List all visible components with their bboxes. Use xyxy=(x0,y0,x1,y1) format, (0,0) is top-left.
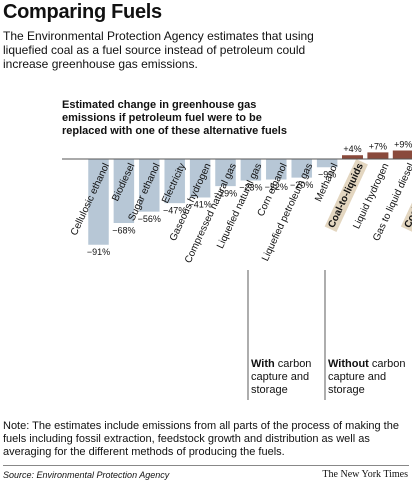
category-label-highlight xyxy=(324,159,368,233)
value-label: +9% xyxy=(394,139,412,149)
intro-text: The Environmental Protection Agency esti… xyxy=(3,29,314,71)
value-label: −23% xyxy=(239,183,262,193)
without-ccs-label-bold: Without xyxy=(328,358,369,370)
source-text: Source: Environmental Protection Agency xyxy=(3,470,170,480)
chart-title: Estimated change in greenhouse gas emiss… xyxy=(62,99,287,137)
page-title: Comparing Fuels xyxy=(3,1,162,23)
footnote: Note: The estimates include emissions fr… xyxy=(3,420,399,458)
value-label: −91% xyxy=(87,247,110,257)
bar xyxy=(342,155,363,159)
category-label-group: Methanol xyxy=(313,162,340,204)
bar xyxy=(367,152,389,159)
category-label: Methanol xyxy=(313,162,340,204)
value-label: −41% xyxy=(188,200,211,210)
value-label: −9% xyxy=(318,170,336,180)
value-label: −29% xyxy=(214,188,237,198)
value-label: −56% xyxy=(138,214,161,224)
with-ccs-label-rest: carbon capture and storage xyxy=(251,358,312,396)
with-ccs-label: With carbon capture and storage xyxy=(251,358,321,397)
without-ccs-label-rest: carbon capture and storage xyxy=(328,358,406,396)
value-label: +7% xyxy=(369,141,387,151)
value-label: −20% xyxy=(290,180,313,190)
with-ccs-label-bold: With xyxy=(251,358,275,370)
value-label: +4% xyxy=(343,144,361,154)
without-ccs-label: Without carbon capture and storage xyxy=(328,358,408,397)
value-label: −22% xyxy=(265,182,288,192)
credit-text: The New York Times xyxy=(322,469,408,480)
value-label: −47% xyxy=(163,205,186,215)
divider xyxy=(3,465,409,466)
value-label: −68% xyxy=(112,225,135,235)
bar xyxy=(392,150,412,159)
bar-chart: −91%Cellulosic ethanol −68%Biodiesel−56%S… xyxy=(62,139,412,400)
